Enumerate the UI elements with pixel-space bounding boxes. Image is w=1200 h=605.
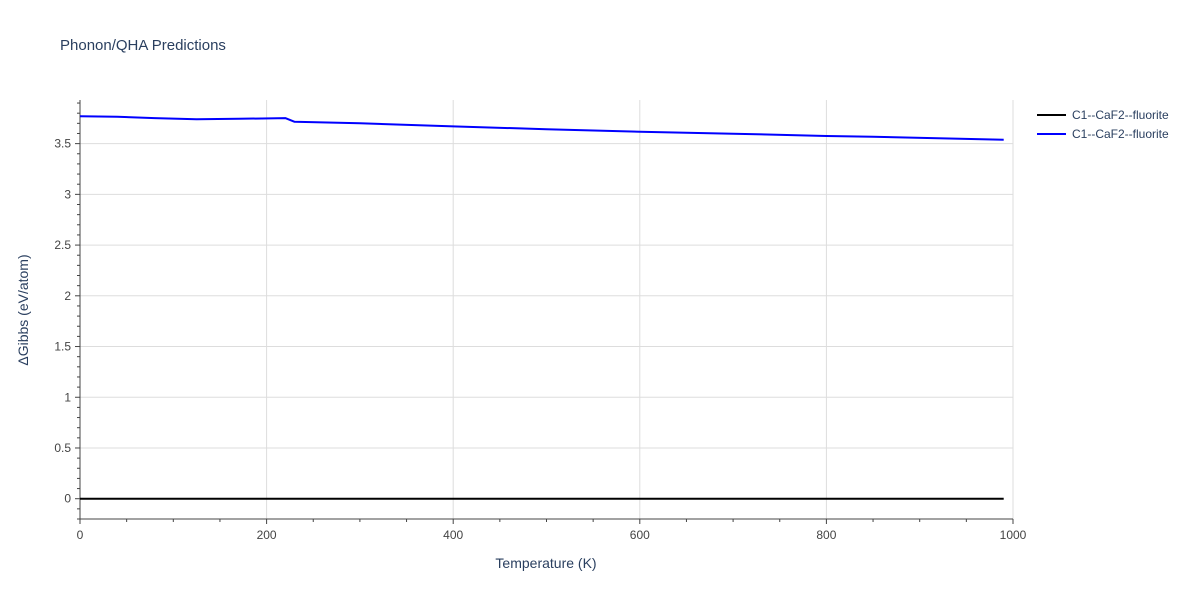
y-tick-label: 2 xyxy=(64,289,71,303)
x-tick-label: 600 xyxy=(630,528,650,542)
legend: C1--CaF2--fluorite C1--CaF2--fluorite xyxy=(1037,108,1169,141)
x-tick-label: 400 xyxy=(443,528,463,542)
y-tick-label: 0 xyxy=(64,492,71,506)
y-tick-label: 1 xyxy=(64,390,71,404)
gridlines xyxy=(80,100,1014,519)
y-tick-label: 3 xyxy=(64,187,71,201)
x-tick-label: 0 xyxy=(77,528,84,542)
x-tick-label: 1000 xyxy=(1000,528,1027,542)
chart-title: Phonon/QHA Predictions xyxy=(60,37,226,54)
y-tick-label: 0.5 xyxy=(54,441,71,455)
series-line-2 xyxy=(79,115,1004,141)
series-lines xyxy=(79,115,1004,500)
y-tick-label: 1.5 xyxy=(54,340,71,354)
x-axis-title: Temperature (K) xyxy=(495,555,596,571)
y-tick-label: 3.5 xyxy=(54,137,71,151)
legend-label: C1--CaF2--fluorite xyxy=(1072,108,1169,122)
legend-item-1[interactable]: C1--CaF2--fluorite xyxy=(1037,108,1169,122)
y-axis-title: ΔGibbs (eV/atom) xyxy=(15,254,31,365)
axes: 0 200 400 600 800 1000 0 0.5 1 1.5 2 2.5 3 3.5 xyxy=(54,100,1027,542)
y-tick-label: 2.5 xyxy=(54,238,71,252)
x-tick-label: 200 xyxy=(257,528,277,542)
legend-label: C1--CaF2--fluorite xyxy=(1072,127,1169,141)
x-tick-label: 800 xyxy=(816,528,836,542)
legend-item-2[interactable]: C1--CaF2--fluorite xyxy=(1037,127,1169,141)
